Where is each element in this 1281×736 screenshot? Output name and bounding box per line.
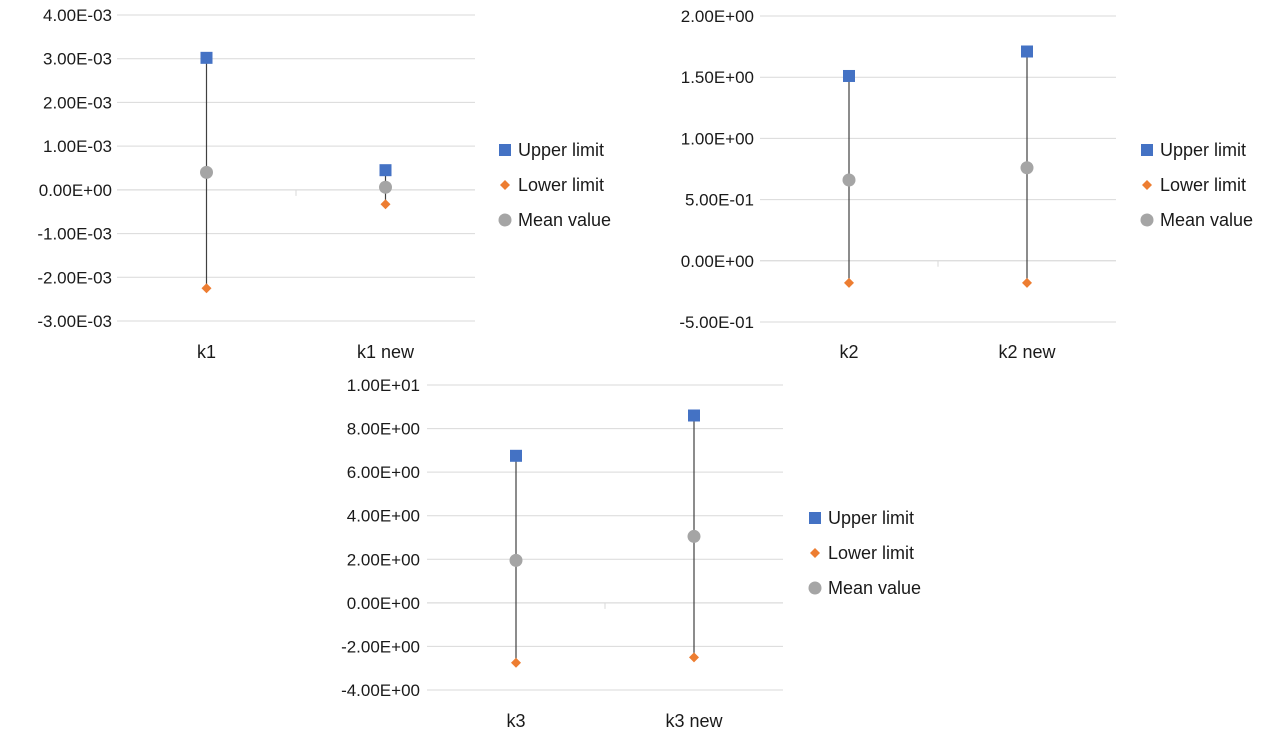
- mean-value-point: [1020, 161, 1034, 175]
- y-tick-label: 6.00E+00: [347, 463, 420, 482]
- legend-marker: [810, 548, 820, 558]
- legend: Upper limit Lower limit Mean value: [498, 140, 611, 230]
- y-tick-label: -2.00E-03: [37, 268, 112, 287]
- legend-entry: Mean value: [828, 578, 921, 598]
- lower-limit-point: [689, 652, 699, 663]
- y-tick-label: 2.00E+00: [681, 7, 754, 26]
- legend-entry: Mean value: [518, 210, 611, 230]
- legend-entry: Lower limit: [1160, 175, 1246, 195]
- lower-limit-point: [1022, 277, 1032, 288]
- y-tick-label: 4.00E+00: [347, 507, 420, 526]
- y-tick-label: -4.00E+00: [341, 681, 420, 700]
- category-label: k1: [197, 342, 216, 362]
- y-tick-label: 1.00E+01: [347, 376, 420, 395]
- legend-marker: [500, 180, 510, 190]
- upper-limit-point: [688, 409, 700, 422]
- category-label: k3: [506, 711, 525, 731]
- legend-entry: Upper limit: [1160, 140, 1246, 160]
- upper-limit-point: [379, 164, 392, 177]
- mean-value-point: [842, 173, 856, 187]
- mean-value-point: [200, 165, 213, 179]
- upper-limit-point: [843, 69, 855, 82]
- upper-limit-point: [200, 51, 213, 64]
- legend-marker: [1142, 180, 1152, 190]
- legend-marker: [1141, 144, 1153, 156]
- y-tick-label: -1.00E-03: [37, 225, 112, 244]
- legend-marker: [808, 581, 822, 595]
- y-tick-label: 2.00E+00: [347, 550, 420, 569]
- y-tick-label: 3.00E-03: [43, 50, 112, 69]
- legend-entry: Upper limit: [518, 140, 604, 160]
- legend-entry: Mean value: [1160, 210, 1253, 230]
- y-tick-label: 1.50E+00: [681, 68, 754, 87]
- legend-marker: [498, 213, 512, 227]
- y-tick-label: -5.00E-01: [679, 313, 754, 332]
- lower-limit-point: [380, 199, 391, 210]
- chart-panel-1: 4.00E-03 3.00E-03 2.00E-03 1.00E-03 0.00E+00…: [37, 6, 611, 362]
- category-label: k2 new: [998, 342, 1056, 362]
- legend: Upper limit Lower limit Mean value: [1140, 140, 1253, 230]
- legend-marker: [809, 512, 821, 524]
- mean-value-point: [379, 180, 392, 194]
- y-tick-label: 5.00E-01: [685, 191, 754, 210]
- upper-limit-point: [510, 449, 522, 462]
- legend-entry: Upper limit: [828, 508, 914, 528]
- y-tick-label: 0.00E+00: [347, 594, 420, 613]
- chart-panel-2: 2.00E+00 1.50E+00 1.00E+00 5.00E-01 0.00E+00…: [679, 7, 1253, 362]
- y-tick-label: 2.00E-03: [43, 93, 112, 112]
- lower-limit-point: [844, 277, 854, 288]
- legend-marker: [499, 144, 511, 156]
- category-label: k2: [839, 342, 858, 362]
- category-label: k3 new: [665, 711, 723, 731]
- mean-value-point: [687, 529, 701, 543]
- lower-limit-point: [511, 657, 521, 668]
- legend: Upper limit Lower limit Mean value: [808, 508, 921, 598]
- legend-entry: Lower limit: [828, 543, 914, 563]
- chart-panel-3: 1.00E+01 8.00E+00 6.00E+00 4.00E+00 2.00E+00…: [341, 376, 921, 731]
- y-tick-label: -2.00E+00: [341, 637, 420, 656]
- upper-limit-point: [1021, 45, 1033, 58]
- y-tick-label: 8.00E+00: [347, 420, 420, 439]
- y-tick-label: -3.00E-03: [37, 312, 112, 331]
- legend-marker: [1140, 213, 1154, 227]
- y-tick-label: 1.00E+00: [681, 129, 754, 148]
- y-tick-label: 1.00E-03: [43, 137, 112, 156]
- category-label: k1 new: [357, 342, 415, 362]
- legend-entry: Lower limit: [518, 175, 604, 195]
- lower-limit-point: [201, 283, 212, 294]
- y-tick-label: 0.00E+00: [39, 181, 112, 200]
- y-tick-label: 4.00E-03: [43, 6, 112, 25]
- y-tick-label: 0.00E+00: [681, 252, 754, 271]
- mean-value-point: [509, 553, 523, 567]
